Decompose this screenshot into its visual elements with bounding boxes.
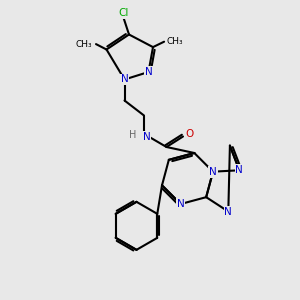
Text: Cl: Cl xyxy=(118,8,129,19)
Text: N: N xyxy=(142,131,150,142)
Text: O: O xyxy=(185,129,194,139)
Text: CH₃: CH₃ xyxy=(167,37,183,46)
Text: N: N xyxy=(177,199,184,209)
Text: N: N xyxy=(121,74,128,85)
Text: N: N xyxy=(236,165,243,175)
Text: CH₃: CH₃ xyxy=(76,40,92,49)
Text: N: N xyxy=(209,167,217,177)
Text: H: H xyxy=(129,130,136,140)
Text: N: N xyxy=(145,67,152,77)
Text: N: N xyxy=(224,206,232,217)
